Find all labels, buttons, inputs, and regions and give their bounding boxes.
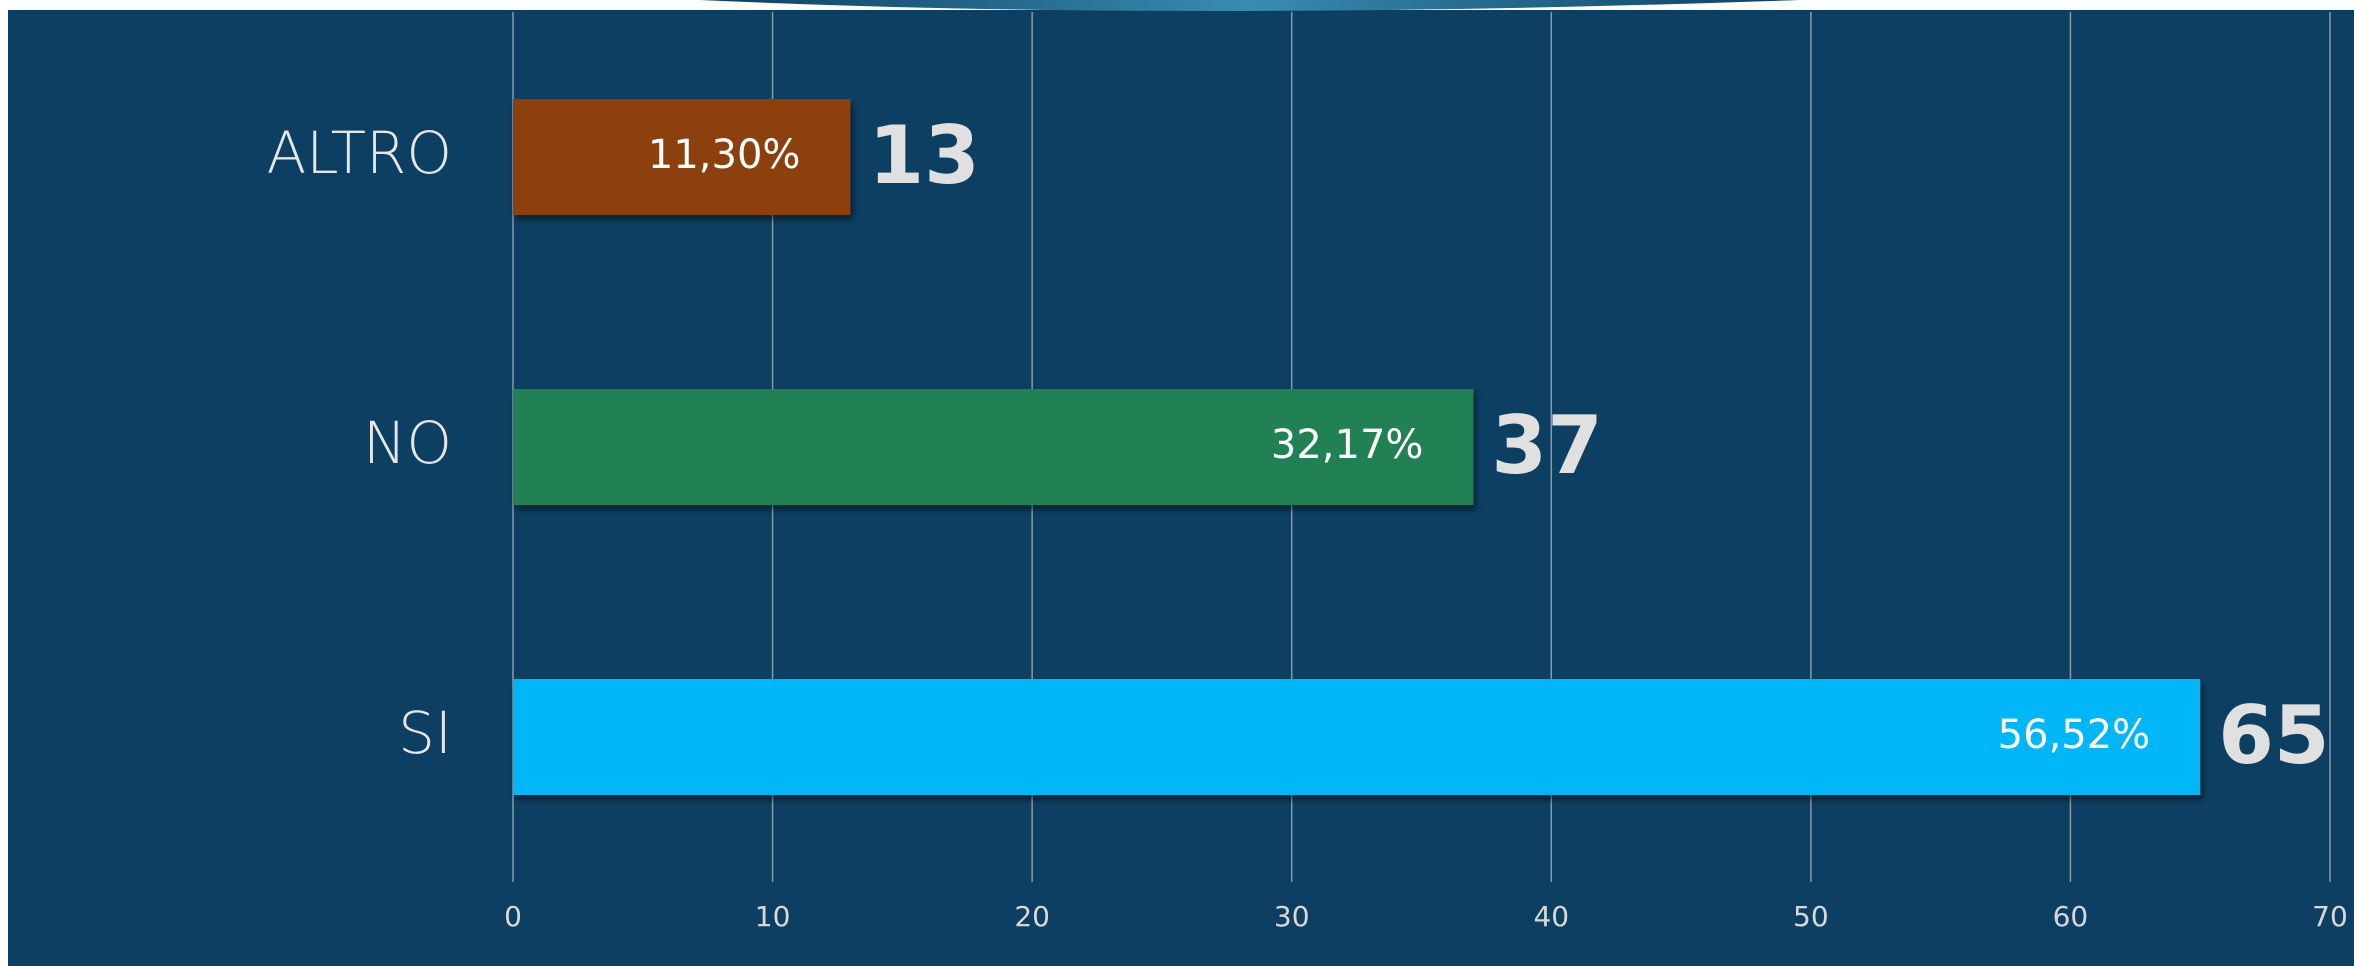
x-tick-label: 0	[504, 900, 522, 933]
x-tick-label: 20	[1014, 900, 1050, 933]
x-tick-label: 70	[2312, 900, 2348, 933]
x-tick-label: 60	[2053, 900, 2089, 933]
decoration-arc	[700, 0, 1800, 11]
value-label: 13	[868, 109, 979, 202]
percent-label: 11,30%	[648, 132, 801, 178]
x-tick-label: 40	[1533, 900, 1569, 933]
bar	[513, 679, 2201, 795]
chart-layer: 0 10 20 30 40 50 60 70 ALTRO 11,30% 13 NO 32,17% 37 SI…	[267, 12, 2348, 933]
category-label: ALTRO	[267, 119, 452, 187]
category-label: SI	[398, 699, 452, 767]
x-tick-label: 30	[1274, 900, 1310, 933]
bar	[513, 99, 851, 215]
value-label: 37	[1491, 399, 1602, 492]
x-tick-label: 50	[1793, 900, 1829, 933]
percent-label: 56,52%	[1998, 712, 2151, 758]
x-tick-label: 10	[755, 900, 791, 933]
value-label: 65	[2218, 689, 2329, 782]
percent-label: 32,17%	[1271, 422, 1424, 468]
category-label: NO	[363, 409, 452, 477]
bar	[513, 389, 1474, 505]
